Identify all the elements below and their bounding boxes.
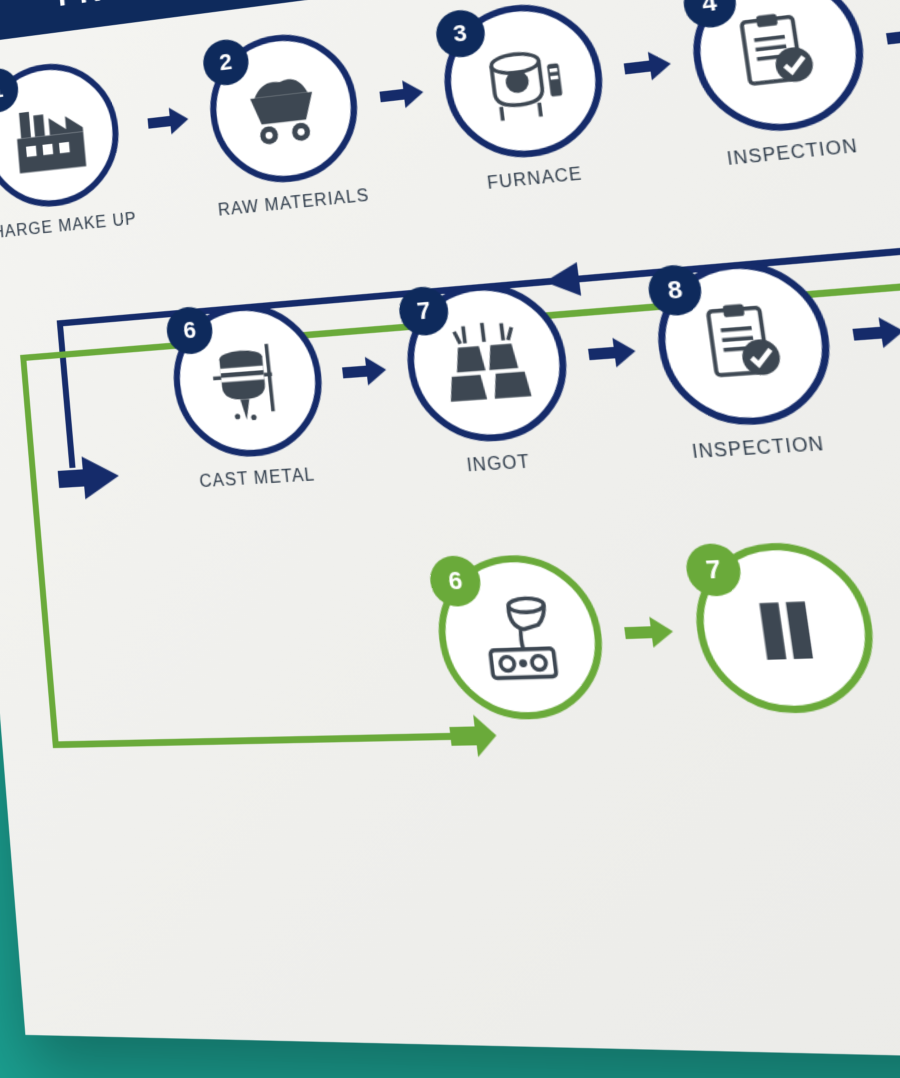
arrow-3-4	[614, 0, 682, 146]
step-6-label: CAST METAL	[199, 466, 317, 493]
step-2-circle: 2	[203, 26, 365, 189]
arrow-1-2	[141, 47, 195, 196]
step-2-label: RAW MATERIALS	[217, 187, 370, 221]
step-8-circle: 8	[648, 255, 841, 430]
step-7-circle: 7	[399, 278, 576, 446]
arrow-6-7	[334, 293, 395, 450]
step-6g: 6	[430, 552, 614, 736]
step-3-label: FURNACE	[486, 165, 584, 194]
furnace-icon	[469, 29, 576, 132]
step-3-circle: 3	[436, 0, 612, 165]
cart-icon	[234, 59, 332, 158]
step-4: 4 INSPECTION	[683, 0, 880, 173]
arrow-6g-7g	[614, 548, 684, 716]
arrow-8-9	[841, 249, 900, 418]
arrow-2-3	[371, 18, 432, 172]
step-4-circle: 4	[683, 0, 874, 139]
step-6: 6 CAST METAL	[167, 298, 333, 493]
flow-arrow-navy-2	[57, 454, 122, 506]
ladle-icon	[198, 331, 297, 430]
clipboard-icon	[719, 0, 835, 105]
ingot-icon	[433, 311, 540, 413]
step-7g: 7	[686, 539, 885, 715]
step-2: 2 RAW MATERIALS	[201, 26, 370, 221]
arrow-7-8	[579, 272, 647, 435]
step-1: 1 CHARGE MAKE UP	[0, 55, 138, 245]
step-3: 3 FURNACE	[436, 0, 616, 197]
step-7: 7 INGOT	[399, 278, 580, 480]
step-8: 8 INSPECTION	[648, 255, 846, 465]
factory-icon	[5, 87, 95, 182]
step-1-circle: 1	[0, 56, 125, 213]
clipboard-icon	[685, 290, 802, 396]
step-8-label: INSPECTION	[691, 435, 826, 464]
step-7g-circle: 7	[686, 539, 885, 715]
arrow-4-5	[874, 0, 900, 119]
step-1-label: CHARGE MAKE UP	[0, 210, 138, 244]
step-4-label: INSPECTION	[726, 137, 860, 171]
step-7-label: INGOT	[466, 453, 532, 477]
step-6g-circle: 6	[430, 552, 612, 721]
pour-icon	[465, 585, 575, 688]
poster: PROCESS FLOW: CAST PRODUCTS ROUTE 1 ROUT…	[0, 0, 900, 1078]
blank-icon	[724, 574, 845, 681]
step-6-circle: 6	[167, 298, 329, 461]
